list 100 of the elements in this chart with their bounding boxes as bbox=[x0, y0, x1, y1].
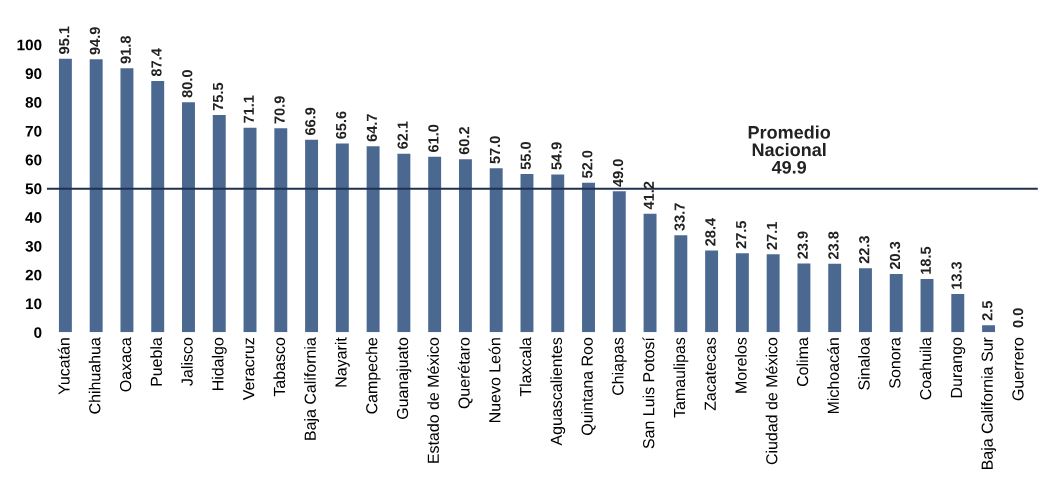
y-tick-label: 100 bbox=[17, 39, 42, 51]
x-tick-label: Tamaulipas bbox=[673, 337, 689, 418]
data-label: 20.3 bbox=[889, 241, 901, 270]
y-tick-label: 60 bbox=[25, 154, 42, 166]
bar bbox=[212, 115, 226, 333]
data-label: 62.1 bbox=[397, 121, 408, 149]
y-tick-label: 80 bbox=[25, 97, 42, 108]
data-label: 28.4 bbox=[705, 218, 716, 246]
bar bbox=[951, 294, 965, 333]
x-tick-label: Estado de México bbox=[427, 337, 439, 463]
data-label: 23.8 bbox=[828, 231, 839, 260]
x-tick-label: Puebla bbox=[150, 337, 162, 386]
data-label: 91.8 bbox=[120, 35, 131, 64]
bar bbox=[735, 253, 749, 333]
y-tick-label: 0 bbox=[34, 327, 42, 339]
x-tick-label: Zacatecas bbox=[704, 337, 716, 411]
x-tick-label: Baja California bbox=[304, 337, 320, 440]
data-label: 80.0 bbox=[182, 70, 193, 98]
x-tick-label: Querétaro bbox=[457, 337, 473, 409]
bar bbox=[643, 213, 657, 333]
bar bbox=[151, 80, 165, 333]
data-label: 94.9 bbox=[89, 27, 101, 55]
x-tick-label: Durango bbox=[950, 337, 966, 398]
data-label: 60.2 bbox=[459, 127, 470, 155]
bar bbox=[305, 139, 319, 333]
data-label: 66.9 bbox=[305, 107, 316, 136]
bar bbox=[982, 325, 996, 333]
bar bbox=[120, 68, 134, 333]
bar bbox=[89, 59, 103, 333]
data-label: 71.1 bbox=[243, 95, 254, 123]
data-label: 52.0 bbox=[582, 150, 593, 178]
x-tick-label: Yucatán bbox=[57, 338, 70, 395]
x-tick-label: Tabasco bbox=[273, 337, 286, 397]
data-label: 41.2 bbox=[643, 181, 654, 210]
data-label: 33.7 bbox=[674, 203, 685, 231]
bar bbox=[428, 156, 442, 333]
x-tick-label: Nuevo León bbox=[488, 338, 501, 422]
x-tick-label: Colima bbox=[796, 337, 809, 387]
data-label: 55.0 bbox=[520, 142, 531, 170]
x-tick-label: Guerrero bbox=[1012, 337, 1024, 401]
data-label: 22.3 bbox=[859, 236, 870, 264]
data-label: 0.0 bbox=[1012, 308, 1024, 328]
bar bbox=[397, 153, 411, 333]
data-label: 23.9 bbox=[797, 231, 808, 259]
x-tick-label: Sinaloa bbox=[858, 337, 870, 390]
y-tick-label: 40 bbox=[25, 212, 42, 223]
y-tick-label: 20 bbox=[25, 269, 42, 281]
data-label: 27.1 bbox=[766, 222, 777, 250]
y-tick-label: 70 bbox=[25, 125, 42, 137]
data-label: 65.6 bbox=[335, 111, 347, 139]
x-tick-label: Tlaxcala bbox=[519, 337, 532, 397]
y-tick-label: 50 bbox=[25, 183, 42, 195]
x-tick-label: Baja California Sur bbox=[981, 337, 996, 470]
x-tick-label: Ciudad de México bbox=[765, 337, 778, 465]
data-label: 2.5 bbox=[982, 300, 993, 321]
bar bbox=[520, 174, 534, 333]
data-label: 49.0 bbox=[612, 159, 624, 187]
x-tick-label: Michoacán bbox=[827, 338, 839, 414]
bar bbox=[366, 146, 380, 333]
bar bbox=[889, 273, 903, 333]
data-label: 61.0 bbox=[428, 124, 439, 152]
x-tick-label: Morelos bbox=[734, 337, 747, 393]
bar bbox=[274, 128, 288, 333]
bar bbox=[551, 174, 565, 333]
y-tick-label: 10 bbox=[26, 298, 42, 310]
x-tick-label: Chihuahua bbox=[88, 337, 101, 414]
x-tick-label: Oaxaca bbox=[119, 337, 132, 392]
x-tick-label: Sonora bbox=[889, 337, 901, 388]
data-label: 27.5 bbox=[735, 220, 747, 249]
ref-line-label: Promedio Nacional 49.9 bbox=[748, 125, 831, 174]
bar bbox=[828, 263, 842, 333]
bar bbox=[859, 268, 872, 333]
data-label: 18.5 bbox=[920, 246, 931, 274]
bar bbox=[489, 168, 503, 333]
x-tick-label: Guanajuato bbox=[396, 337, 412, 419]
bar bbox=[582, 182, 595, 333]
bar bbox=[243, 127, 257, 333]
y-tick-label: 30 bbox=[25, 240, 42, 252]
data-label: 87.4 bbox=[151, 48, 162, 77]
x-tick-label: Coahuila bbox=[919, 337, 932, 400]
data-label: 70.9 bbox=[274, 96, 285, 124]
data-label: 13.3 bbox=[951, 261, 962, 289]
data-label: 95.1 bbox=[58, 26, 70, 54]
bar bbox=[797, 263, 811, 333]
x-tick-label: San Luis Potosí bbox=[642, 337, 655, 449]
bar bbox=[58, 58, 72, 333]
bar bbox=[458, 159, 472, 333]
x-tick-label: Chiapas bbox=[611, 337, 627, 395]
x-tick-label: Quintana Roo bbox=[581, 337, 596, 435]
bar bbox=[705, 250, 719, 333]
bar bbox=[920, 279, 934, 333]
data-label: 54.9 bbox=[551, 142, 562, 170]
bar bbox=[612, 191, 626, 333]
x-tick-label: Jalisco bbox=[181, 337, 193, 386]
y-tick-label: 90 bbox=[25, 68, 42, 80]
data-label: 75.5 bbox=[213, 82, 224, 111]
x-tick-label: Aguascalientes bbox=[550, 337, 566, 446]
bar bbox=[766, 254, 780, 333]
x-tick-label: Hidalgo bbox=[211, 337, 227, 391]
bar bbox=[182, 102, 195, 333]
